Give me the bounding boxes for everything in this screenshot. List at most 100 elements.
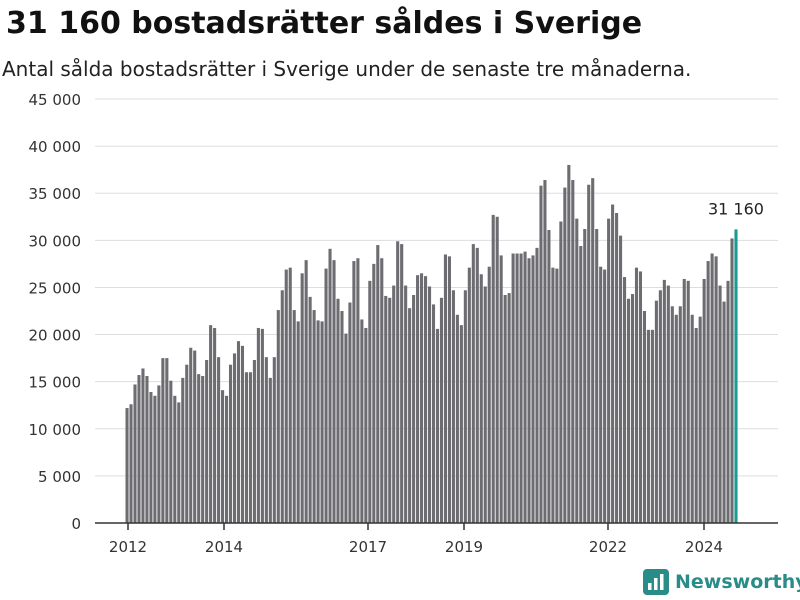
value-annotation: 31 160	[708, 199, 764, 218]
bar	[416, 275, 420, 523]
bar	[439, 297, 444, 523]
bar	[201, 376, 205, 523]
bar	[694, 327, 698, 523]
bar	[595, 229, 599, 523]
bar	[567, 164, 571, 523]
bar	[420, 273, 424, 523]
bar	[356, 258, 360, 523]
bar	[483, 286, 487, 523]
bar	[213, 327, 217, 523]
bar	[451, 290, 455, 523]
bar	[344, 333, 348, 523]
bars	[125, 164, 738, 524]
bar	[404, 285, 408, 523]
bar	[543, 180, 547, 523]
bar	[173, 395, 177, 523]
bar	[427, 286, 432, 523]
bar	[475, 247, 479, 524]
bar	[248, 372, 252, 523]
bar	[599, 266, 603, 523]
bar	[396, 241, 400, 523]
bar	[380, 258, 384, 523]
bar	[463, 290, 467, 523]
bar	[575, 218, 579, 523]
bar	[722, 301, 726, 523]
bar	[268, 377, 272, 523]
bar	[623, 277, 627, 523]
bar	[718, 285, 722, 523]
bar	[256, 327, 260, 523]
bar	[217, 357, 221, 523]
bar	[527, 258, 531, 523]
brand: Newsworthy	[643, 569, 800, 595]
bar	[252, 359, 256, 523]
x-tick-label: 2017	[349, 538, 387, 556]
bar	[165, 358, 169, 523]
bar	[392, 285, 396, 523]
bar	[185, 364, 189, 523]
bar	[225, 395, 229, 523]
bar	[682, 278, 686, 523]
bar	[642, 311, 646, 523]
bar	[499, 255, 503, 524]
bar	[626, 298, 631, 523]
bar	[443, 254, 447, 523]
bar	[209, 325, 213, 523]
bar	[400, 244, 404, 523]
chart-subtitle: Antal sålda bostadsrätter i Sverige unde…	[2, 57, 692, 81]
bar	[650, 329, 654, 523]
bar	[205, 359, 209, 523]
bar	[197, 374, 201, 523]
bar	[611, 204, 615, 524]
bar	[674, 314, 678, 523]
bar	[726, 280, 730, 523]
bar	[603, 269, 607, 523]
y-tick-label: 10 000	[29, 421, 82, 439]
y-tick-label: 30 000	[29, 232, 82, 250]
y-tick-label: 40 000	[29, 138, 82, 156]
bar	[236, 341, 241, 523]
bar	[646, 329, 650, 523]
bar	[336, 298, 340, 523]
bar-highlight	[734, 229, 738, 523]
bar	[662, 279, 666, 523]
y-tick-label: 35 000	[29, 185, 82, 203]
bar	[408, 308, 412, 523]
bar	[372, 263, 376, 523]
bar	[376, 245, 380, 524]
bar	[479, 274, 483, 523]
bar	[312, 310, 316, 523]
bar	[304, 260, 308, 523]
bar	[706, 261, 710, 523]
bar	[670, 306, 674, 523]
bar	[471, 244, 475, 523]
bar	[515, 253, 519, 523]
newsworthy-logo-icon	[643, 569, 669, 595]
bar	[260, 328, 264, 523]
bar	[511, 253, 515, 523]
bar	[571, 180, 575, 523]
bar	[459, 325, 463, 523]
bar	[340, 311, 344, 523]
bar	[137, 375, 141, 523]
bar	[388, 297, 392, 523]
bar	[507, 293, 511, 523]
bar	[228, 364, 233, 523]
y-tick-label: 25 000	[29, 279, 82, 297]
bar	[630, 294, 635, 523]
bar	[447, 256, 451, 523]
y-axis-labels: 0 5 000 10 000 15 000 20 000 25 000 30 000 35 0…	[29, 91, 82, 533]
bar	[619, 235, 623, 523]
y-tick-label: 20 000	[29, 327, 82, 345]
bar	[658, 290, 662, 523]
bar	[714, 256, 718, 523]
bar	[638, 271, 643, 523]
bar	[129, 404, 133, 523]
bar	[360, 319, 364, 523]
x-axis: 2012 2014 2017 2019 2022 2024	[95, 522, 778, 556]
bar	[232, 353, 237, 523]
bar	[491, 214, 495, 524]
bar	[149, 392, 153, 523]
y-tick-label: 15 000	[29, 374, 82, 392]
